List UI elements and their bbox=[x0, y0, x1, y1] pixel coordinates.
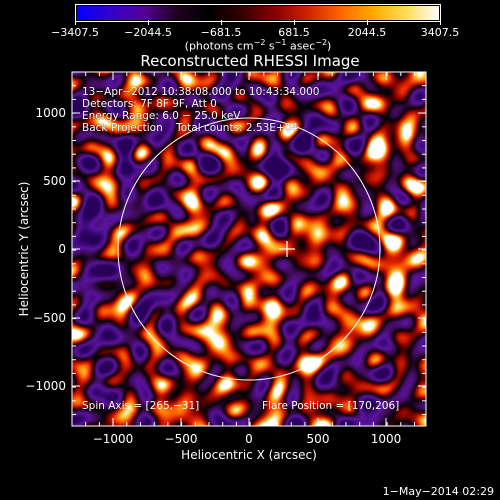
spin-axis-text: Spin Axis = [265,−31] bbox=[82, 400, 200, 412]
y-tick-label: −1000 bbox=[25, 379, 66, 393]
x-tick-label: 0 bbox=[245, 432, 253, 446]
colorbar-tick-label: 3407.5 bbox=[420, 26, 460, 39]
energy-range-text: Energy Range: 6.0 − 25.0 keV bbox=[82, 110, 241, 122]
colorbar-tick bbox=[221, 20, 222, 25]
colorbar bbox=[75, 4, 441, 22]
flare-position-text: Flare Position = [170,206] bbox=[262, 400, 400, 412]
x-tick-label: −1000 bbox=[92, 432, 134, 446]
units-text: ) bbox=[327, 39, 332, 53]
units-text: asec bbox=[286, 39, 316, 53]
colorbar-tick bbox=[440, 20, 441, 25]
y-tick-label: 0 bbox=[58, 242, 66, 256]
y-axis-label: Heliocentric Y (arcsec) bbox=[17, 181, 31, 317]
units-text: s bbox=[265, 39, 275, 53]
y-tick-label: 500 bbox=[43, 174, 66, 188]
method-counts-text: Back Projection Total counts: 2.53E+04 bbox=[82, 122, 299, 134]
y-tick-label: 1000 bbox=[35, 106, 66, 120]
date-stamp: 1−May−2014 02:29 bbox=[382, 485, 494, 498]
x-axis-label: Heliocentric X (arcsec) bbox=[181, 448, 317, 462]
units-exponent: −2 bbox=[253, 38, 266, 47]
colorbar-units: (photons cm−2 s−1 asec−2) bbox=[185, 38, 332, 53]
colorbar-tick-label: 2044.5 bbox=[347, 26, 387, 39]
colorbar-gradient bbox=[77, 6, 439, 20]
colorbar-tick bbox=[367, 20, 368, 25]
colorbar-tick-label: −3407.5 bbox=[51, 26, 99, 39]
colorbar-tick-label: −681.5 bbox=[200, 26, 242, 39]
y-tick-label: −500 bbox=[33, 311, 66, 325]
plot-title: Reconstructed RHESSI Image bbox=[140, 52, 360, 70]
colorbar-tick bbox=[75, 20, 76, 25]
x-tick-label: −500 bbox=[164, 432, 198, 446]
x-tick-label: 500 bbox=[306, 432, 330, 446]
colorbar-tick bbox=[294, 20, 295, 25]
units-exponent: −2 bbox=[315, 38, 328, 47]
units-text: (photons cm bbox=[184, 39, 254, 53]
colorbar-tick-label: −2044.5 bbox=[124, 26, 172, 39]
colorbar-tick bbox=[148, 20, 149, 25]
time-range-text: 13−Apr−2012 10:38:08.000 to 10:43:34.000 bbox=[82, 86, 320, 98]
x-tick-label: 1000 bbox=[370, 432, 402, 446]
colorbar-tick-label: 681.5 bbox=[278, 26, 310, 39]
units-exponent: −1 bbox=[274, 38, 287, 47]
detectors-text: Detectors: 7F 8F 9F, Att 0 bbox=[82, 98, 217, 110]
